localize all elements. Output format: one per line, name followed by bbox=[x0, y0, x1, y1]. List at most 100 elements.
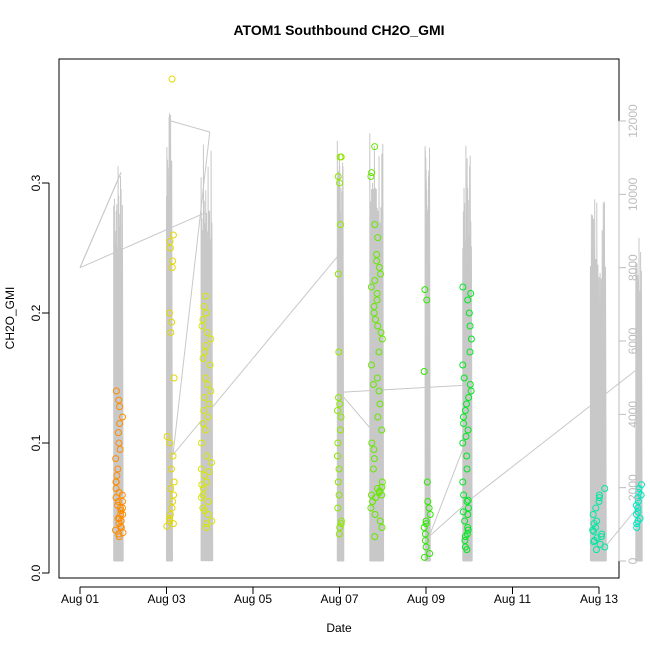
data-point bbox=[375, 387, 383, 395]
data-point bbox=[590, 538, 598, 546]
data-point bbox=[199, 316, 207, 323]
data-point bbox=[634, 508, 642, 516]
data-point bbox=[112, 494, 120, 502]
data-point bbox=[170, 374, 178, 382]
data-point bbox=[335, 394, 342, 401]
altitude-burst-7 bbox=[589, 199, 607, 562]
data-point bbox=[337, 221, 344, 229]
x-tick-label: Aug 11 bbox=[494, 592, 531, 606]
data-point bbox=[166, 244, 174, 252]
data-point bbox=[459, 361, 467, 369]
data-point bbox=[165, 514, 173, 522]
data-point bbox=[376, 487, 384, 495]
data-point bbox=[378, 483, 386, 491]
data-point bbox=[460, 374, 468, 382]
data-point bbox=[420, 368, 428, 375]
data-point bbox=[373, 296, 381, 304]
data-point bbox=[423, 478, 431, 486]
data-point bbox=[461, 543, 469, 551]
data-point bbox=[368, 361, 375, 369]
data-point bbox=[201, 292, 209, 300]
data-point bbox=[113, 472, 121, 479]
data-point bbox=[373, 290, 381, 297]
data-point bbox=[197, 494, 205, 502]
altitude-transit-7 bbox=[339, 392, 375, 433]
data-point bbox=[198, 439, 205, 447]
data-point bbox=[335, 530, 343, 538]
altitude-transit-5 bbox=[172, 256, 338, 455]
data-point bbox=[595, 494, 603, 502]
altitude-burst-0 bbox=[113, 166, 124, 562]
data-point bbox=[371, 221, 379, 229]
data-point bbox=[166, 517, 174, 525]
altitude-burst-4 bbox=[369, 133, 385, 562]
data-point bbox=[337, 520, 345, 528]
data-point bbox=[368, 169, 376, 177]
data-point bbox=[425, 504, 433, 512]
data-point bbox=[466, 322, 474, 330]
data-point bbox=[115, 488, 123, 496]
data-point bbox=[167, 329, 175, 336]
y2-tick-label: 4000 bbox=[626, 401, 640, 428]
data-point bbox=[119, 511, 127, 518]
data-point bbox=[201, 426, 209, 434]
data-point bbox=[206, 361, 214, 369]
data-point bbox=[598, 530, 606, 538]
data-point bbox=[371, 143, 379, 151]
data-point bbox=[204, 498, 212, 505]
data-point bbox=[207, 387, 215, 395]
data-point bbox=[372, 494, 380, 502]
data-point bbox=[203, 520, 211, 528]
data-point bbox=[461, 407, 469, 414]
data-point bbox=[464, 296, 472, 304]
data-point bbox=[461, 537, 469, 544]
data-point bbox=[205, 400, 213, 408]
scatter-points bbox=[112, 75, 645, 561]
data-point bbox=[334, 478, 342, 486]
y-tick-label: 0.1 bbox=[29, 434, 43, 451]
data-point bbox=[459, 283, 467, 291]
data-point bbox=[369, 465, 377, 473]
data-point bbox=[167, 465, 175, 473]
data-point bbox=[199, 355, 207, 362]
data-point bbox=[378, 478, 386, 486]
data-point bbox=[589, 511, 597, 518]
data-point bbox=[601, 485, 609, 492]
data-point bbox=[370, 303, 378, 310]
data-point bbox=[373, 251, 381, 258]
data-point bbox=[169, 498, 177, 505]
y2-tick-label: 12000 bbox=[626, 104, 640, 138]
flight-series-flight-1 bbox=[112, 387, 127, 541]
data-point bbox=[463, 452, 471, 460]
x-tick-label: Aug 01 bbox=[61, 592, 99, 606]
data-point bbox=[337, 153, 345, 161]
x-tick-label: Aug 13 bbox=[580, 592, 618, 606]
data-point bbox=[592, 546, 600, 554]
data-point bbox=[459, 439, 467, 447]
data-point bbox=[169, 257, 177, 265]
y2-tick-label: 0 bbox=[626, 557, 640, 564]
data-point bbox=[467, 335, 475, 343]
data-point bbox=[112, 478, 120, 486]
data-point bbox=[337, 426, 344, 434]
data-point bbox=[462, 433, 470, 440]
data-point bbox=[200, 407, 208, 414]
data-point bbox=[337, 517, 345, 525]
altitude-transit-1 bbox=[79, 172, 122, 268]
data-point bbox=[112, 387, 120, 395]
data-point bbox=[168, 75, 176, 83]
data-point bbox=[378, 335, 386, 343]
axes: Aug 01 Aug 03 Aug 05 Aug 07 Aug 09 Aug 11 Aug … bbox=[29, 58, 640, 606]
x-tick-label: Aug 09 bbox=[407, 592, 445, 606]
data-point bbox=[374, 322, 382, 330]
data-point bbox=[167, 485, 175, 492]
data-point bbox=[168, 264, 176, 271]
x-axis-label: Date bbox=[326, 621, 352, 635]
data-point bbox=[336, 524, 344, 531]
altitude-transit-2 bbox=[79, 212, 206, 269]
data-point bbox=[166, 439, 174, 447]
data-point bbox=[423, 296, 431, 304]
data-point bbox=[636, 514, 644, 522]
y2-tick-label: 2000 bbox=[626, 474, 640, 501]
